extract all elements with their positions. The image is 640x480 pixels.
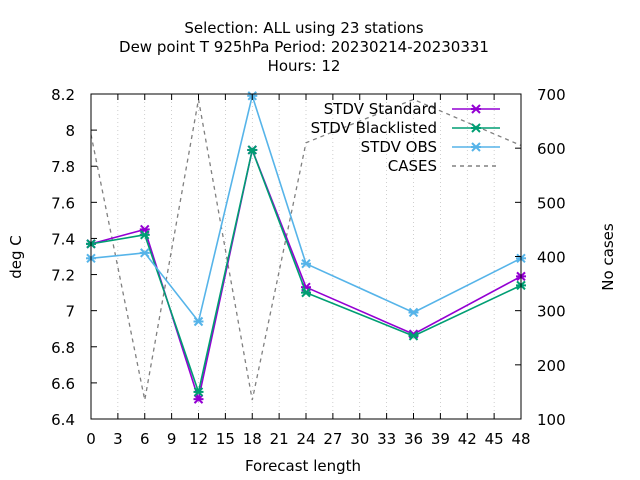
x-tick-label: 30 xyxy=(350,430,369,448)
x-tick-label: 24 xyxy=(296,430,315,448)
data-point-stdv-blacklisted xyxy=(408,331,419,341)
y2-tick-label: 600 xyxy=(537,140,566,158)
legend-item-stdv-blacklisted: STDV Blacklisted xyxy=(311,119,500,137)
title-line-3: Hours: 12 xyxy=(268,57,341,75)
legend-item-stdv-standard: STDV Standard xyxy=(324,100,500,118)
y-tick-label: 7.4 xyxy=(51,230,75,248)
x-tick-label: 45 xyxy=(485,430,504,448)
x-tick-label: 48 xyxy=(511,430,530,448)
legend-item-stdv-obs: STDV OBS xyxy=(361,138,500,156)
chart-title: Selection: ALL using 23 stations Dew poi… xyxy=(119,19,489,75)
x-axis-title: Forecast length xyxy=(245,457,361,475)
legend-label: CASES xyxy=(388,157,437,175)
x-tick-label: 36 xyxy=(404,430,423,448)
legend-marker xyxy=(471,142,481,152)
data-point-stdv-blacklisted xyxy=(247,145,258,155)
x-tick-label: 0 xyxy=(86,430,96,448)
data-point-stdv-standard xyxy=(193,394,204,404)
data-point-stdv-blacklisted xyxy=(193,387,204,397)
y-tick-label: 7.8 xyxy=(51,158,75,176)
data-point-stdv-obs xyxy=(408,307,419,318)
data-point-stdv-blacklisted xyxy=(301,287,311,298)
y2-tick-label: 100 xyxy=(537,411,566,429)
ticks: 0 3 6 9 12 15 18 21 24 27 30 33 36 39 42 45 486.46.66.87… xyxy=(51,86,566,448)
y-tick-label: 8 xyxy=(65,122,75,140)
y2-tick-label: 200 xyxy=(537,357,566,375)
series-line-cases xyxy=(90,98,522,401)
y-tick-label: 7.2 xyxy=(51,267,75,285)
y-tick-label: 7.6 xyxy=(51,194,75,212)
x-tick-label: 3 xyxy=(113,430,123,448)
y2-tick-label: 500 xyxy=(537,194,566,212)
y-tick-label: 6.4 xyxy=(51,411,75,429)
data-point-stdv-obs xyxy=(139,248,150,258)
title-line-1: Selection: ALL using 23 stations xyxy=(184,19,423,37)
y2-tick-label: 400 xyxy=(537,249,566,267)
x-tick-label: 18 xyxy=(243,430,262,448)
x-tick-label: 21 xyxy=(270,430,289,448)
x-tick-label: 12 xyxy=(189,430,208,448)
x-tick-label: 6 xyxy=(140,430,150,448)
y-tick-label: 6.6 xyxy=(51,375,75,393)
x-tick-label: 9 xyxy=(167,430,177,448)
y2-tick-label: 700 xyxy=(537,86,566,104)
x-tick-label: 15 xyxy=(216,430,235,448)
title-line-2: Dew point T 925hPa Period: 20230214-2023… xyxy=(119,38,489,56)
legend-label: STDV Standard xyxy=(324,100,437,118)
x-tick-label: 42 xyxy=(458,430,477,448)
legend-marker xyxy=(471,123,481,133)
y2-axis-title: No cases xyxy=(599,223,617,291)
data-point-stdv-obs xyxy=(193,316,204,327)
y-tick-label: 8.2 xyxy=(51,86,75,104)
data-point-stdv-blacklisted xyxy=(139,230,150,240)
y-tick-label: 6.8 xyxy=(51,339,75,357)
y-axis-title: deg C xyxy=(7,235,25,279)
legend-label: STDV OBS xyxy=(361,138,437,156)
data-point-stdv-obs xyxy=(301,259,311,269)
x-tick-label: 39 xyxy=(431,430,450,448)
y-tick-label: 7 xyxy=(65,303,75,321)
x-tick-label: 27 xyxy=(323,430,342,448)
legend-label: STDV Blacklisted xyxy=(311,119,437,137)
legend-item-cases: CASES xyxy=(388,157,500,175)
legend-marker xyxy=(471,104,481,114)
x-tick-label: 33 xyxy=(377,430,396,448)
y2-tick-label: 300 xyxy=(537,303,566,321)
